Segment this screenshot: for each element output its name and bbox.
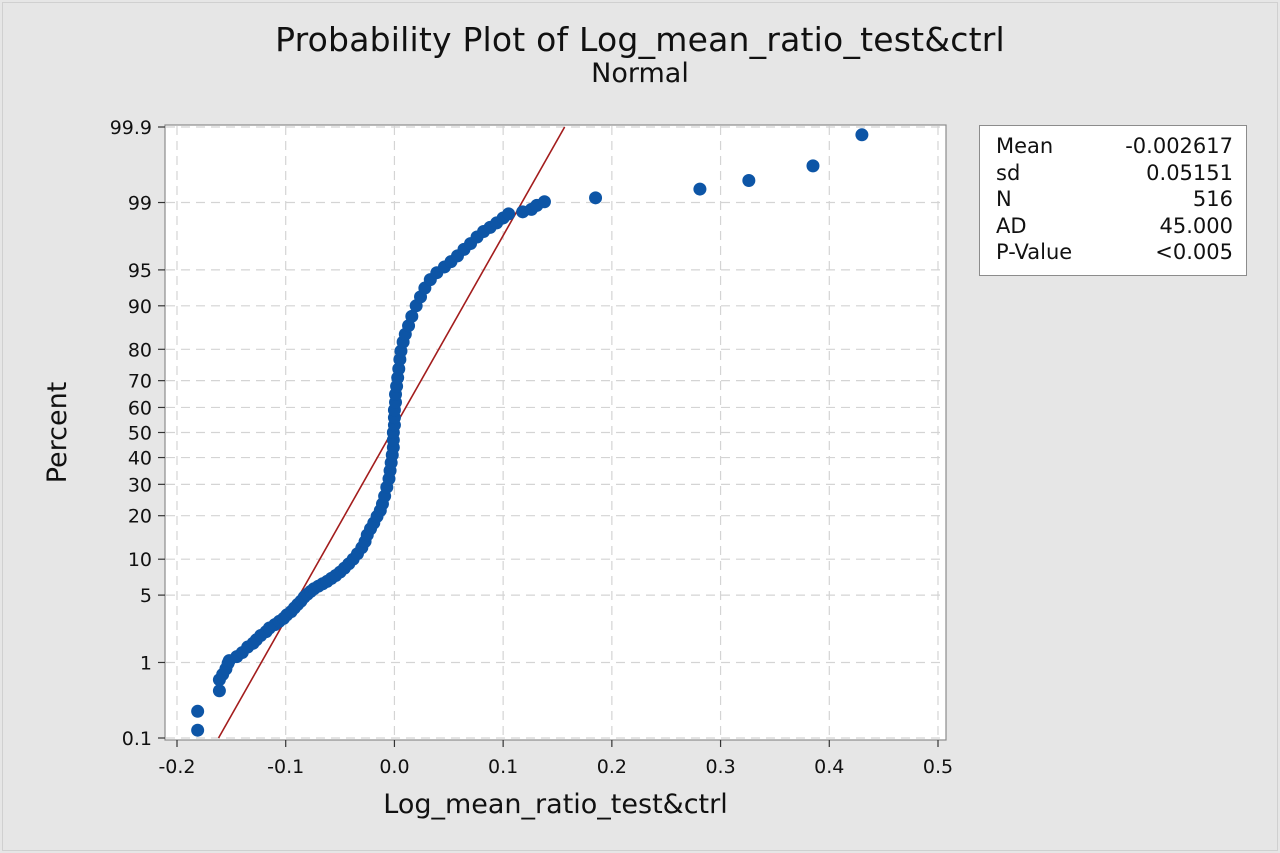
x-axis-label: Log_mean_ratio_test&ctrl	[383, 789, 728, 820]
data-point	[855, 128, 869, 142]
x-tick-label: -0.2	[158, 756, 195, 778]
y-tick-label: 95	[128, 260, 152, 282]
y-tick-label: 60	[128, 397, 152, 419]
chart-title: Probability Plot of Log_mean_ratio_test&…	[275, 20, 1005, 59]
x-tick-label: 0.4	[814, 756, 844, 778]
y-tick-label: 50	[128, 423, 152, 445]
data-point	[742, 173, 756, 187]
legend-value: -0.002617	[1125, 134, 1233, 158]
legend-label: sd	[996, 160, 1021, 185]
y-tick-label: 80	[128, 339, 152, 361]
legend-label: Mean	[996, 134, 1054, 158]
chart-subtitle: Normal	[591, 58, 689, 89]
legend-value: <0.005	[1155, 240, 1233, 264]
y-tick-label: 99.9	[110, 117, 152, 139]
y-tick-label: 10	[128, 549, 152, 571]
y-tick-label: 1	[140, 652, 152, 674]
data-point	[537, 195, 551, 209]
data-point	[405, 309, 419, 323]
legend-row-p-value: P-Value <0.005	[996, 239, 1233, 266]
legend-label: AD	[996, 213, 1027, 238]
x-tick-label: -0.1	[267, 756, 304, 778]
legend-label: P-Value	[996, 240, 1073, 264]
y-axis-label: Percent	[42, 382, 73, 484]
legend-value: 0.05151	[1146, 160, 1233, 185]
statistics-legend: Mean -0.002617 sd 0.05151 N 516 AD 45.00…	[979, 125, 1247, 276]
data-point	[589, 191, 603, 205]
x-tick-label: 0.3	[705, 756, 735, 778]
data-point	[806, 159, 820, 173]
legend-row-sd: sd 0.05151	[996, 160, 1233, 187]
y-tick-label: 99	[128, 193, 152, 215]
legend-row-n: N 516	[996, 186, 1233, 213]
data-point	[392, 362, 406, 376]
legend-value: 45.000	[1159, 213, 1233, 238]
data-point	[191, 723, 205, 737]
y-tick-label: 20	[128, 506, 152, 528]
legend-row-ad: AD 45.000	[996, 213, 1233, 240]
y-tick-label: 90	[128, 296, 152, 318]
legend-row-mean: Mean -0.002617	[996, 133, 1233, 160]
y-tick-label: 40	[128, 448, 152, 470]
legend-label: N	[996, 187, 1012, 211]
y-tick-label: 0.1	[122, 728, 152, 750]
data-point	[693, 182, 707, 196]
y-tick-label: 30	[128, 474, 152, 496]
x-tick-label: 0.0	[379, 756, 409, 778]
x-tick-label: 0.5	[923, 756, 953, 778]
legend-value: 516	[1192, 187, 1233, 211]
data-point	[191, 704, 205, 718]
y-tick-label: 5	[140, 585, 152, 607]
data-point	[212, 684, 226, 698]
data-point	[502, 207, 516, 221]
y-tick-label: 70	[128, 371, 152, 393]
x-tick-label: 0.2	[597, 756, 627, 778]
x-tick-label: 0.1	[488, 756, 518, 778]
